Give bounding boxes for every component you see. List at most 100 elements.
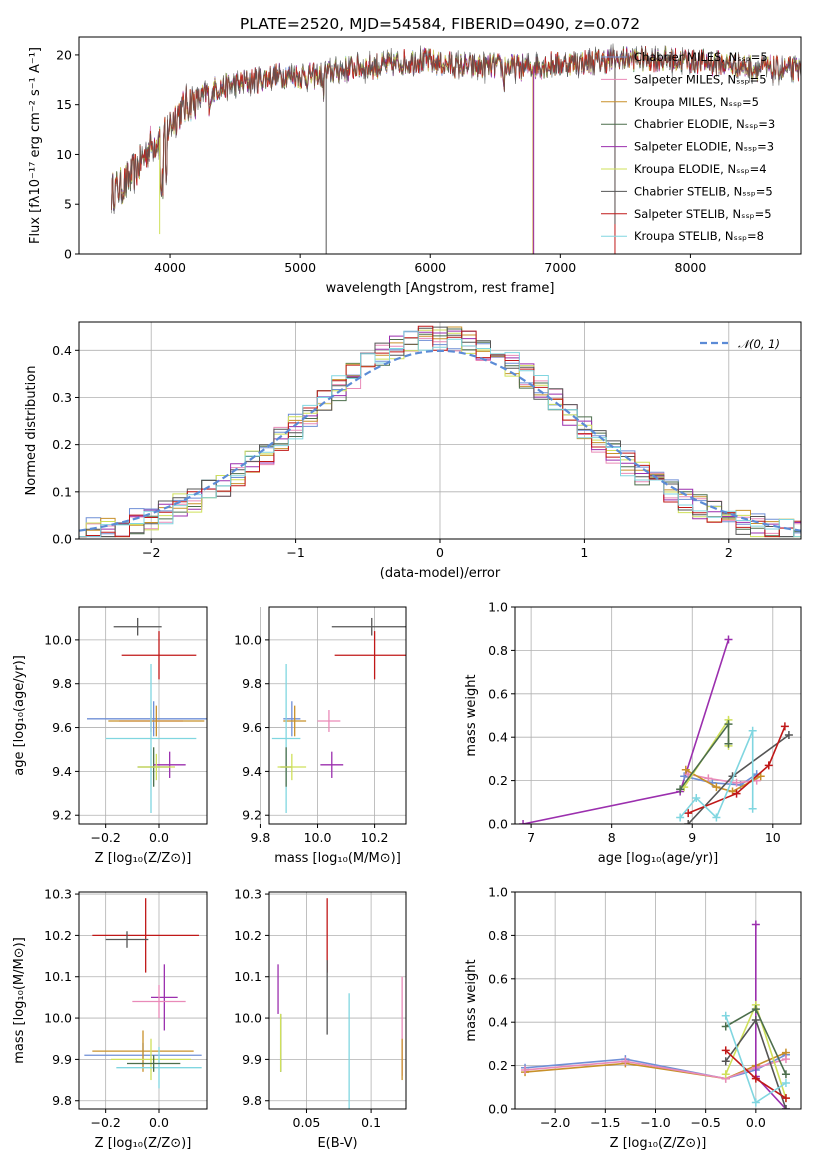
y-tick-label: 0.3: [52, 390, 72, 405]
weight-marker: [704, 774, 713, 783]
errorbar-3: [317, 710, 341, 732]
errorbar-1: [121, 631, 197, 680]
weight-marker: [732, 778, 741, 787]
weight-marker: [748, 726, 757, 735]
normal-reference-curve: [79, 349, 801, 532]
weight-line-2: [688, 773, 757, 784]
errorbar-0: [92, 898, 199, 973]
x-tick-label: 10.0: [304, 830, 332, 845]
y-tick-label: 10.0: [234, 1011, 262, 1026]
x-axis-label: (data-model)/error: [380, 566, 501, 581]
weight-line-0: [522, 639, 730, 824]
spectrum-line-6: [111, 43, 801, 215]
x-tick-label: −0.5: [690, 1115, 720, 1130]
x-tick-label: 5000: [284, 260, 316, 275]
y-tick-label: 9.8: [52, 1093, 72, 1108]
y-tick-label: 9.9: [242, 1052, 262, 1067]
y-tick-label: 0.0: [52, 532, 72, 547]
legend-label-normal: 𝒩(0, 1): [738, 337, 780, 351]
weight-marker: [784, 731, 793, 740]
y-tick-label: 10.1: [234, 969, 262, 984]
x-tick-label: −1.5: [590, 1115, 620, 1130]
axes-frame: [78, 606, 208, 825]
y-axis-label: mass weight: [464, 959, 479, 1041]
y-tick-label: 5: [64, 197, 72, 212]
y-tick-label: 0.4: [488, 1015, 508, 1030]
x-tick-label: −0.2: [90, 1115, 120, 1130]
y-tick-label: 1.0: [488, 600, 508, 615]
y-tick-label: 0.2: [488, 1058, 508, 1073]
x-tick-label: 10: [765, 830, 781, 845]
weight-marker: [712, 783, 721, 792]
x-tick-label: −2.0: [540, 1115, 570, 1130]
histogram-8: [79, 330, 801, 538]
legend-label-2: Kroupa MILES, Nₛₛₚ=5: [634, 95, 759, 109]
x-tick-label: 4000: [154, 260, 186, 275]
errorbar-8: [127, 1055, 181, 1072]
axes-frame: [514, 606, 802, 825]
y-tick-label: 9.2: [52, 808, 72, 823]
histogram-2: [79, 326, 801, 538]
y-tick-label: 9.4: [242, 764, 262, 779]
y-tick-label: 0.6: [488, 686, 508, 701]
y-tick-label: 0.0: [488, 1102, 508, 1117]
y-tick-label: 10.0: [44, 1011, 72, 1026]
errorbar-6: [111, 1038, 191, 1081]
y-tick-label: 0.1: [52, 484, 72, 499]
legend-label-4: Salpeter ELODIE, Nₛₛₚ=3: [634, 140, 774, 154]
y-axis-label: age [log₁₀(age/yr)]: [12, 655, 27, 776]
weight-marker: [724, 635, 733, 644]
weight-marker: [712, 813, 721, 822]
y-tick-label: 10.2: [44, 928, 72, 943]
legend-label-6: Chabrier STELIB, Nₛₛₚ=5: [634, 184, 773, 198]
age-vs-Z-plot-area: [87, 617, 207, 814]
x-axis-label: wavelength [Angstrom, rest frame]: [326, 281, 555, 296]
y-tick-label: 1.0: [488, 885, 508, 900]
y-axis-label: Normed distribution: [24, 366, 39, 496]
mass-vs-EBV-axes: 0.05 0.1 9.8 9.9 10.0 10.1 10.2 10.3 E(B-V): [234, 887, 407, 1151]
x-axis-label: mass [log₁₀(M/M⊙)]: [274, 851, 401, 866]
y-tick-label: 0.2: [52, 437, 72, 452]
legend-label-0: Chabrier MILES, Nₛₛₚ=5: [634, 50, 768, 64]
x-tick-label: 0: [436, 545, 444, 560]
weight-marker: [721, 1022, 730, 1031]
errorbar-4: [108, 705, 205, 737]
errorbar-2: [87, 701, 207, 737]
spectrum-plot-area: [111, 43, 801, 254]
age-vs-mass-axes: 9.8 10.0 10.2 9.2 9.4 9.6 9.8 10.0 mass [log₁₀(M…: [234, 606, 407, 866]
weight-marker: [681, 765, 690, 774]
weight-marker: [724, 739, 733, 748]
weight-marker: [724, 720, 733, 729]
histogram-6: [79, 326, 801, 538]
y-tick-label: 0.8: [488, 928, 508, 943]
y-tick-label: 20: [56, 47, 72, 62]
weight-marker: [721, 1046, 730, 1055]
y-tick-label: 9.8: [242, 676, 262, 691]
legend-label-1: Salpeter MILES, Nₛₛₚ=5: [634, 72, 767, 86]
mass-vs-EBV-plot-area: [277, 898, 403, 1109]
x-axis-label: age [log₁₀(age/yr)]: [598, 851, 719, 866]
y-tick-label: 10.0: [44, 632, 72, 647]
y-tick-label: 10.2: [234, 928, 262, 943]
spectrum-frame: 4000 5000 6000 7000 8000 0 5 10 15 20 wavelength […: [28, 36, 802, 296]
y-axis-label: mass weight: [464, 674, 479, 756]
weight-marker: [781, 1078, 790, 1087]
x-tick-label: 1: [580, 545, 588, 560]
y-axis-label: Flux [fλ10⁻¹⁷ erg cm⁻² s⁻¹ A⁻¹]: [28, 47, 43, 244]
histogram-3: [79, 328, 801, 538]
weight-marker: [732, 789, 741, 798]
x-tick-label: 0.0: [746, 1115, 766, 1130]
weight-vs-age-axes: 7 8 9 10 0.0 0.2 0.4 0.6 0.8 1.0 age [log₁₀(age/yr…: [464, 600, 802, 866]
age-vs-mass-plot-area: [271, 617, 406, 814]
age-vs-Z-axes: −0.2 0.0 9.2 9.4 9.6 9.8 10.0 Z [log₁₀(Z/Z⊙)] ag…: [12, 606, 208, 866]
errorbar-0: [331, 617, 406, 636]
errorbar-5: [92, 1030, 194, 1072]
mass-vs-EBV-frame: 0.05 0.1 9.8 9.9 10.0 10.1 10.2 10.3 E(B-V): [234, 887, 407, 1151]
errorbar-7: [116, 1047, 202, 1089]
errorbar-8: [277, 753, 307, 781]
axes-frame: [268, 606, 407, 825]
weight-marker: [751, 1074, 760, 1083]
figure-title: PLATE=2520, MJD=54584, FIBERID=0490, z=0…: [240, 15, 640, 33]
weight-vs-Z-axes: −2.0 −1.5 −1.0 −0.5 0.0 0.0 0.2 0.4 0.6 0.8 1.0 Z […: [464, 885, 802, 1151]
errorbar-7: [153, 751, 186, 778]
